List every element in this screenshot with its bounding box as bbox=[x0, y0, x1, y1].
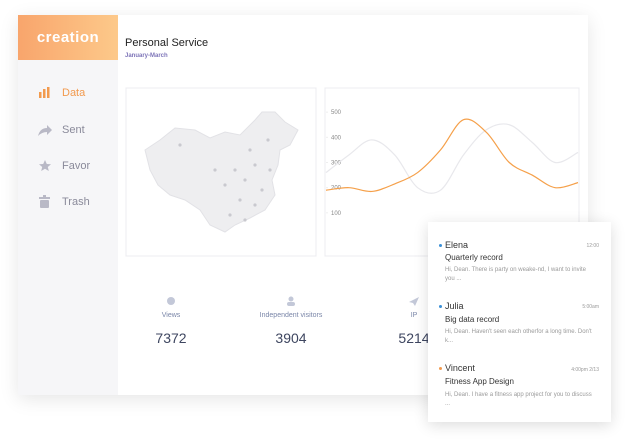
page-title: Personal Service bbox=[125, 37, 209, 49]
sender[interactable]: Elena bbox=[445, 240, 469, 250]
message-card: Elena 12:00 Quarterly record Hi, Dean. T… bbox=[428, 222, 611, 422]
sender[interactable]: Julia bbox=[445, 301, 464, 311]
y-tick-label: 500 bbox=[331, 110, 342, 116]
menu-item[interactable]: Trash bbox=[62, 196, 90, 208]
line-series bbox=[325, 123, 579, 194]
views-icon bbox=[167, 297, 175, 305]
menu-item[interactable]: Favor bbox=[62, 160, 91, 172]
favor-icon bbox=[39, 160, 51, 171]
logo: creation bbox=[18, 15, 118, 60]
preview: Hi, Dean. Haven't seen each otherfor a l… bbox=[445, 329, 592, 344]
subject[interactable]: Quarterly record bbox=[445, 253, 503, 262]
ip-icon bbox=[409, 297, 419, 306]
time: 5:00am bbox=[582, 304, 599, 310]
preview: Hi, Dean. I have a fitness app project f… bbox=[445, 392, 592, 407]
line-series bbox=[325, 118, 579, 193]
menu-item[interactable]: Data bbox=[62, 87, 86, 99]
y-tick-label: 400 bbox=[331, 135, 342, 141]
visitors-icon bbox=[287, 296, 295, 306]
stat-label: IP bbox=[410, 312, 418, 319]
sidebar bbox=[18, 15, 118, 395]
trash-icon bbox=[39, 195, 50, 208]
page-subtitle: January-March bbox=[125, 53, 168, 59]
preview: Hi, Dean. There is party on weake-nd, I … bbox=[445, 267, 586, 282]
stat-value: 7372 bbox=[155, 330, 187, 346]
menu-item[interactable]: Sent bbox=[62, 124, 85, 136]
sender[interactable]: Vincent bbox=[445, 363, 475, 373]
unread-dot bbox=[439, 244, 442, 247]
unread-dot bbox=[439, 367, 442, 370]
stat-label: Views bbox=[161, 312, 181, 319]
map bbox=[144, 111, 299, 233]
data-icon bbox=[39, 87, 50, 98]
stat-value: 5214 bbox=[398, 330, 430, 346]
time: 12:00 bbox=[586, 243, 599, 249]
stat-label: Independent visitors bbox=[259, 312, 323, 319]
subject[interactable]: Fitness App Design bbox=[445, 377, 514, 386]
time: 4:00pm 2/13 bbox=[571, 367, 599, 373]
unread-dot bbox=[439, 305, 442, 308]
stat-value: 3904 bbox=[275, 330, 307, 346]
y-tick-label: 300 bbox=[331, 161, 342, 167]
map-pins bbox=[178, 138, 272, 222]
subject[interactable]: Big data record bbox=[445, 315, 500, 324]
sent-icon bbox=[38, 125, 52, 136]
y-tick-label: 100 bbox=[331, 211, 342, 217]
